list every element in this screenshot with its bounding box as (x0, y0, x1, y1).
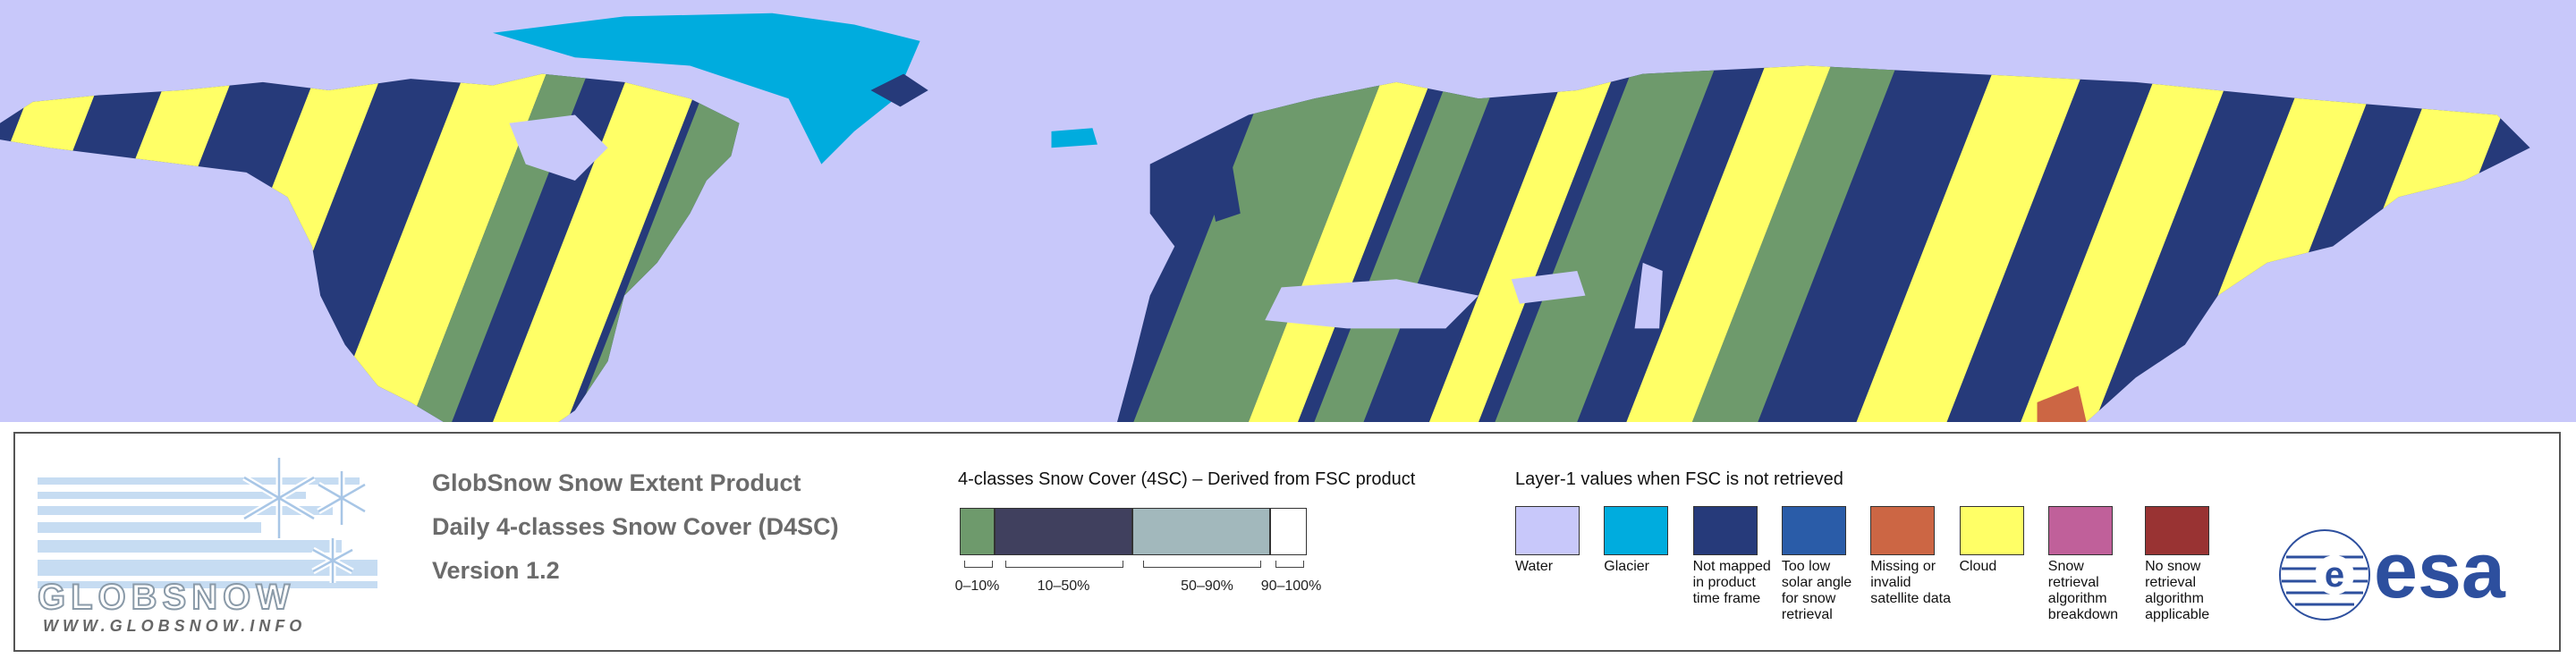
class-swatch (960, 508, 995, 555)
logo-graphic (38, 458, 377, 588)
esa-emblem: e (2279, 529, 2370, 621)
class-swatch (995, 508, 1132, 555)
layer1-label: No snow retrieval algorithm applicable (2145, 559, 2210, 622)
class-swatch (1132, 508, 1270, 555)
class-bracket (1143, 561, 1261, 568)
layer1-label: Snow retrieval algorithm breakdown (2047, 559, 2119, 622)
layer1-label: Glacier (1604, 559, 1649, 574)
snow-map (0, 0, 2576, 422)
layer1-label: Not mapped in product time frame (1692, 559, 1771, 606)
class-label: 90–100% (1260, 578, 1322, 594)
layer1-swatch (1692, 506, 1758, 555)
layer1-swatch (1515, 506, 1580, 555)
globsnow-logo: GLOBSNOW WWW.GLOBSNOW.INFO (37, 449, 395, 637)
layer1-legend-title: Layer-1 values when FSC is not retrieved (1515, 469, 1843, 489)
class-label: 10–50% (1037, 578, 1090, 594)
title-line: Version 1.2 (432, 557, 560, 584)
layer1-swatch (2145, 506, 2210, 555)
layer1-label: Too low solar angle for snow retrieval (1781, 559, 1852, 622)
layer1-swatch (1781, 506, 1846, 555)
snow-cover-legend-title: 4-classes Snow Cover (4SC) – Derived fro… (958, 469, 1416, 489)
class-swatch (1270, 508, 1307, 555)
layer1-label: Water (1515, 559, 1554, 574)
title-line: GlobSnow Snow Extent Product (432, 469, 801, 496)
layer1-swatch (1959, 506, 2024, 555)
layer1-swatch (2047, 506, 2113, 555)
class-bracket (1275, 561, 1304, 568)
logo-name: GLOBSNOW (37, 577, 295, 618)
class-label: 0–10% (954, 578, 1000, 594)
legend-panel: GLOBSNOW WWW.GLOBSNOW.INFO GlobSnow Snow… (13, 432, 2561, 652)
esa-wordmark: esa (2374, 526, 2505, 614)
class-bracket (1005, 561, 1123, 568)
layer1-label: Missing or invalid satellite data (1870, 559, 1952, 606)
class-label: 50–90% (1181, 578, 1233, 594)
logo-url: WWW.GLOBSNOW.INFO (43, 617, 307, 635)
layer1-swatch (1604, 506, 1669, 555)
layer1-label: Cloud (1959, 559, 1997, 574)
svg-text:e: e (2325, 555, 2344, 595)
class-bracket (963, 561, 993, 568)
esa-logo: e esa (2275, 526, 2544, 624)
title-line: Daily 4-classes Snow Cover (D4SC) (432, 513, 839, 540)
layer1-swatch (1870, 506, 1936, 555)
